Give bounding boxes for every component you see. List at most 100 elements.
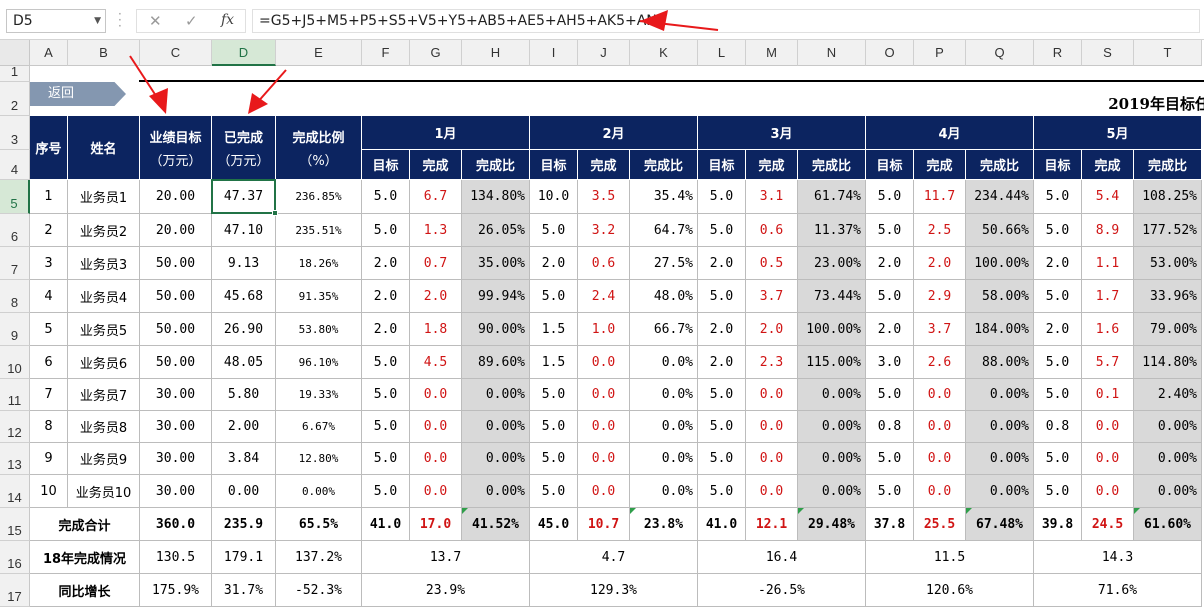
row-name[interactable]: 业务员9 (68, 443, 140, 475)
month-ratio[interactable]: 0.0% (630, 443, 698, 475)
header-sub-target[interactable]: 目标 (866, 150, 914, 180)
row-header-15[interactable]: 15 (0, 508, 30, 541)
month-done[interactable]: 0.0 (914, 475, 966, 508)
column-header-b[interactable]: B (68, 40, 140, 66)
month-done[interactable]: 1.7 (1082, 280, 1134, 313)
month-ratio[interactable]: 0.00% (798, 411, 866, 443)
month-done[interactable]: 3.7 (914, 313, 966, 346)
month-done[interactable]: 0.0 (578, 443, 630, 475)
month-target[interactable]: 5.0 (362, 346, 410, 379)
total-month-target[interactable]: 41.0 (362, 508, 410, 541)
month-ratio[interactable]: 0.0% (630, 346, 698, 379)
month-ratio[interactable]: 0.00% (798, 379, 866, 411)
row-target[interactable]: 30.00 (140, 443, 212, 475)
month-target[interactable]: 5.0 (866, 214, 914, 247)
column-header-q[interactable]: Q (966, 40, 1034, 66)
row-header-16[interactable]: 16 (0, 541, 30, 574)
month-target[interactable]: 3.0 (866, 346, 914, 379)
month-target[interactable]: 2.0 (362, 247, 410, 280)
month-ratio[interactable]: 61.74% (798, 180, 866, 214)
month-ratio[interactable]: 0.00% (798, 443, 866, 475)
month-ratio[interactable]: 0.0% (630, 475, 698, 508)
header-completed[interactable]: 已完成 （万元） (212, 116, 276, 180)
row-name[interactable]: 业务员8 (68, 411, 140, 443)
month-target[interactable]: 2.0 (530, 247, 578, 280)
month-done[interactable]: 0.7 (410, 247, 462, 280)
month-done[interactable]: 3.7 (746, 280, 798, 313)
month-ratio[interactable]: 79.00% (1134, 313, 1202, 346)
header-sub-ratio[interactable]: 完成比 (1134, 150, 1202, 180)
error-indicator-icon[interactable] (630, 508, 636, 514)
yoy-month[interactable]: 71.6% (1034, 574, 1202, 607)
month-ratio[interactable]: 0.00% (798, 475, 866, 508)
month-ratio[interactable]: 0.00% (966, 443, 1034, 475)
column-header-g[interactable]: G (410, 40, 462, 66)
month-ratio[interactable]: 33.96% (1134, 280, 1202, 313)
row-name[interactable]: 业务员6 (68, 346, 140, 379)
row-header-5[interactable]: 5 (0, 180, 30, 214)
row-header-11[interactable]: 11 (0, 379, 30, 411)
row-index[interactable]: 8 (30, 411, 68, 443)
back-button[interactable]: 返回 (30, 82, 126, 106)
row-index[interactable]: 6 (30, 346, 68, 379)
header-sub-done[interactable]: 完成 (578, 150, 630, 180)
name-box[interactable]: D5 ▼ (6, 9, 106, 33)
header-month-1[interactable]: 1月 (362, 116, 530, 150)
column-header-e[interactable]: E (276, 40, 362, 66)
header-sub-ratio[interactable]: 完成比 (462, 150, 530, 180)
row-header-1[interactable]: 1 (0, 64, 30, 82)
month-target[interactable]: 5.0 (866, 443, 914, 475)
last-year-label[interactable]: 18年完成情况 (30, 541, 140, 574)
month-target[interactable]: 5.0 (362, 411, 410, 443)
month-target[interactable]: 5.0 (698, 379, 746, 411)
row-header-10[interactable]: 10 (0, 346, 30, 379)
month-done[interactable]: 0.0 (914, 379, 966, 411)
month-target[interactable]: 5.0 (530, 443, 578, 475)
month-done[interactable]: 0.0 (578, 411, 630, 443)
month-done[interactable]: 0.0 (1082, 475, 1134, 508)
formula-input[interactable]: =G5+J5+M5+P5+S5+V5+Y5+AB5+AE5+AH5+AK5+AN… (252, 9, 1200, 33)
month-ratio[interactable]: 134.80% (462, 180, 530, 214)
month-done[interactable]: 0.0 (410, 379, 462, 411)
month-target[interactable]: 5.0 (698, 411, 746, 443)
month-target[interactable]: 2.0 (1034, 247, 1082, 280)
row-name[interactable]: 业务员2 (68, 214, 140, 247)
month-ratio[interactable]: 26.05% (462, 214, 530, 247)
month-done[interactable]: 0.6 (746, 214, 798, 247)
last-year-month[interactable]: 4.7 (530, 541, 698, 574)
month-done[interactable]: 0.0 (578, 475, 630, 508)
row-name[interactable]: 业务员1 (68, 180, 140, 214)
header-month-2[interactable]: 2月 (530, 116, 698, 150)
month-ratio[interactable]: 0.00% (462, 379, 530, 411)
month-target[interactable]: 5.0 (1034, 475, 1082, 508)
month-done[interactable]: 4.5 (410, 346, 462, 379)
month-done[interactable]: 11.7 (914, 180, 966, 214)
row-completed[interactable]: 26.90 (212, 313, 276, 346)
month-target[interactable]: 5.0 (1034, 214, 1082, 247)
column-header-o[interactable]: O (866, 40, 914, 66)
last-year-month[interactable]: 14.3 (1034, 541, 1202, 574)
column-header-c[interactable]: C (140, 40, 212, 66)
row-target[interactable]: 50.00 (140, 247, 212, 280)
month-ratio[interactable]: 89.60% (462, 346, 530, 379)
last-year-target[interactable]: 130.5 (140, 541, 212, 574)
yoy-month[interactable]: 129.3% (530, 574, 698, 607)
month-target[interactable]: 5.0 (698, 180, 746, 214)
row-completed[interactable]: 48.05 (212, 346, 276, 379)
row-header-4[interactable]: 4 (0, 150, 30, 180)
month-ratio[interactable]: 90.00% (462, 313, 530, 346)
total-month-done[interactable]: 25.5 (914, 508, 966, 541)
month-target[interactable]: 5.0 (698, 214, 746, 247)
more-options-icon[interactable]: · · · (118, 7, 122, 33)
month-done[interactable]: 0.0 (1082, 443, 1134, 475)
month-target[interactable]: 5.0 (866, 280, 914, 313)
header-sub-done[interactable]: 完成 (746, 150, 798, 180)
row-index[interactable]: 10 (30, 475, 68, 508)
column-header-i[interactable]: I (530, 40, 578, 66)
row-name[interactable]: 业务员7 (68, 379, 140, 411)
month-done[interactable]: 2.5 (914, 214, 966, 247)
month-target[interactable]: 5.0 (362, 379, 410, 411)
month-done[interactable]: 2.6 (914, 346, 966, 379)
month-done[interactable]: 0.0 (410, 475, 462, 508)
row-completed[interactable]: 47.37 (212, 180, 276, 214)
